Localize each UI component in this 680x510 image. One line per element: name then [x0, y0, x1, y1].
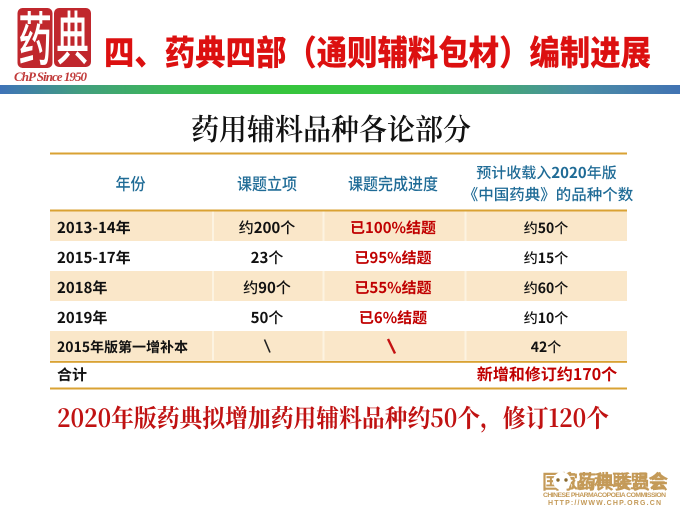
svg-text:CHINESE PHARMACOPOEIA COMMISSI: CHINESE PHARMACOPOEIA COMMISSION — [543, 492, 666, 499]
svg-text:ChP Since 1950: ChP Since 1950 — [14, 69, 88, 84]
svg-text:HTTP://WWW.CHP.ORG.CN: HTTP://WWW.CHP.ORG.CN — [548, 500, 662, 507]
